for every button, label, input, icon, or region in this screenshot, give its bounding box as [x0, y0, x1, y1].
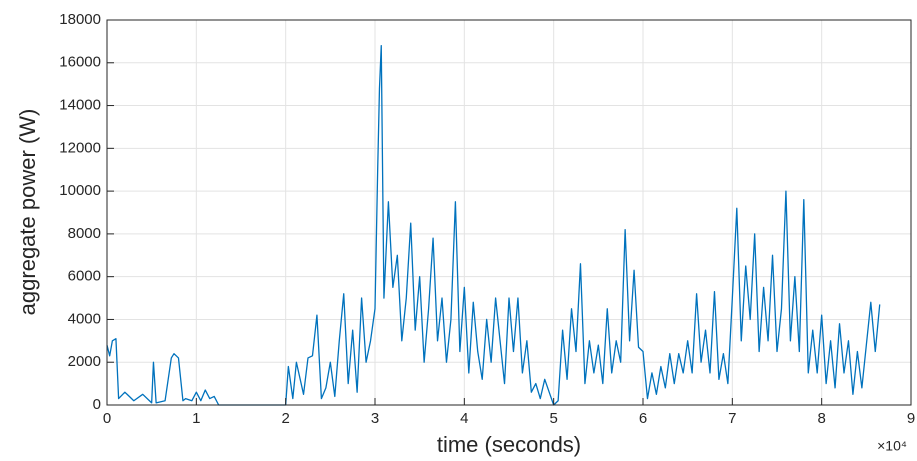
y-tick-label: 2000 — [68, 353, 101, 370]
x-tick-label: 2 — [281, 410, 289, 427]
x-tick-label: 3 — [371, 410, 379, 427]
x-axis-label: time (seconds) — [437, 432, 581, 457]
y-tick-label: 0 — [93, 396, 101, 413]
x-tick-label: 9 — [907, 410, 915, 427]
x-tick-label: 1 — [192, 410, 200, 427]
plot-area — [107, 20, 911, 405]
y-tick-label: 6000 — [68, 268, 101, 285]
lines — [106, 45, 881, 406]
y-tick-label: 8000 — [68, 225, 101, 242]
x-exponent: ×10⁴ — [877, 438, 907, 454]
axes-box — [106, 19, 912, 406]
x-tick-label: 5 — [549, 410, 557, 427]
y-tick-label: 12000 — [59, 139, 101, 156]
y-tick-label: 4000 — [68, 310, 101, 327]
x-tick-label: 7 — [728, 410, 736, 427]
y-tick-label: 18000 — [59, 11, 101, 28]
x-tick-label: 8 — [817, 410, 825, 427]
y-axis-label: aggregate power (W) — [15, 109, 40, 316]
data-line — [106, 45, 881, 406]
y-tick-label: 16000 — [59, 54, 101, 71]
x-tick-label: 4 — [460, 410, 468, 427]
y-tick-label: 14000 — [59, 97, 101, 114]
x-tick-label: 6 — [639, 410, 647, 427]
x-tick-label: 0 — [103, 410, 111, 427]
y-tick-label: 10000 — [59, 182, 101, 199]
